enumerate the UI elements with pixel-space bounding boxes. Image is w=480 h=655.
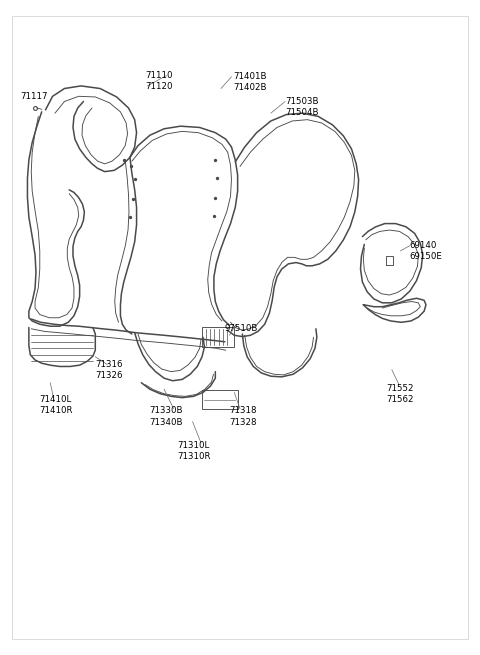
Text: 71401B
71402B: 71401B 71402B [233,72,266,92]
Text: 71117: 71117 [20,92,48,102]
Text: 71552
71562: 71552 71562 [386,384,414,403]
Bar [202,328,234,347]
Bar [202,390,238,409]
Text: 71503B
71504B: 71503B 71504B [285,97,319,117]
Text: 71316
71326: 71316 71326 [96,360,123,380]
Text: 71310L
71310R: 71310L 71310R [178,441,211,461]
Text: 71410L
71410R: 71410L 71410R [40,396,73,415]
Text: 97510B: 97510B [225,324,258,333]
Text: 71110
71120: 71110 71120 [145,71,173,91]
Text: 69140
69150E: 69140 69150E [410,241,443,261]
Text: 71318
71328: 71318 71328 [229,406,257,426]
Text: 71330B
71340B: 71330B 71340B [149,406,182,426]
